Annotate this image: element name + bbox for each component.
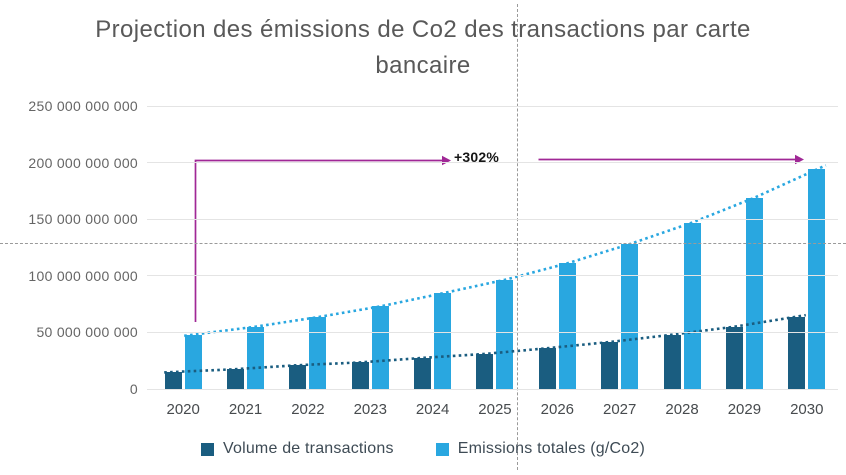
bar-group-2020: [152, 106, 214, 389]
bar-group-2021: [214, 106, 276, 389]
legend-item-emissions[interactable]: Emissions totales (g/Co2): [435, 440, 646, 458]
bar-volume-2023[interactable]: [351, 362, 369, 389]
bar-volume-2021[interactable]: [227, 369, 245, 389]
bar-emissions-2021[interactable]: [247, 326, 265, 389]
bar-volume-2022[interactable]: [289, 365, 307, 389]
bar-emissions-2027[interactable]: [621, 244, 639, 389]
bar-volume-2029[interactable]: [725, 326, 743, 389]
bar-emissions-2023[interactable]: [371, 306, 389, 389]
gridline: [147, 388, 838, 390]
x-axis-label: 2025: [478, 401, 512, 418]
legend-item-volume[interactable]: Volume de transactions: [200, 440, 394, 458]
y-axis-label: 100 000 000 000: [28, 267, 138, 284]
bar-volume-2025[interactable]: [476, 353, 494, 389]
bar-emissions-2026[interactable]: [558, 263, 576, 389]
bar-emissions-2030[interactable]: [808, 169, 826, 389]
bar-group-2030: [776, 106, 838, 389]
x-axis-label: 2030: [790, 401, 824, 418]
x-axis-label: 2026: [540, 401, 575, 418]
x-axis-label: 2027: [603, 401, 637, 418]
legend-swatch-emissions-icon: [435, 442, 449, 456]
x-axis-label: 2023: [353, 401, 387, 418]
bar-emissions-2020[interactable]: [184, 334, 202, 389]
x-axis-label: 2029: [727, 401, 762, 418]
bar-emissions-2029[interactable]: [745, 197, 763, 389]
x-axis-label: 2024: [415, 401, 450, 418]
bar-emissions-2024[interactable]: [434, 293, 452, 389]
y-axis-label: 150 000 000 000: [28, 211, 138, 228]
gridline: [147, 331, 838, 333]
bar-group-2028: [651, 106, 713, 389]
bar-group-2023: [339, 106, 401, 389]
y-axis-label: 250 000 000 000: [28, 98, 138, 114]
chart-title: Projection des émissions de Co2 des tran…: [95, 16, 751, 79]
y-axis-label: 50 000 000 000: [36, 324, 138, 341]
bar-volume-2030[interactable]: [788, 316, 806, 389]
bar-volume-2020[interactable]: [164, 372, 182, 389]
bar-volume-2026[interactable]: [538, 348, 556, 389]
bar-emissions-2022[interactable]: [309, 317, 327, 389]
gridline: [147, 162, 838, 164]
bar-group-2026: [526, 106, 588, 389]
x-axis: 2020 2021 2022 2023 2024 2025 2026 2027 2028 2029…: [152, 401, 838, 418]
bar-group-2022: [277, 106, 339, 389]
legend-label-emissions: Emissions totales (g/Co2): [457, 440, 646, 457]
legend-label-volume: Volume de transactions: [222, 440, 394, 457]
gridline: [147, 218, 838, 220]
legend-swatch-volume-icon: [200, 442, 214, 456]
x-axis-label: 2028: [665, 401, 699, 418]
x-axis-label: 2020: [166, 401, 200, 418]
bar-volume-2027[interactable]: [601, 342, 619, 389]
bar-emissions-2025[interactable]: [496, 279, 514, 389]
growth-annotation: +302%: [454, 149, 499, 165]
x-axis-label: 2021: [228, 401, 263, 418]
gridline: [147, 105, 838, 107]
crosshair-vertical-line: [517, 4, 518, 470]
bar-volume-2024[interactable]: [414, 357, 432, 389]
gridline: [147, 275, 838, 277]
y-axis-label: 0: [129, 381, 138, 397]
bar-group-2029: [713, 106, 775, 389]
bar-group-2027: [589, 106, 651, 389]
x-axis-label: 2022: [291, 401, 325, 418]
bar-volume-2028[interactable]: [663, 334, 681, 389]
legend: Volume de transactions Emissions totales…: [0, 440, 846, 458]
bar-emissions-2028[interactable]: [683, 222, 701, 389]
crosshair-horizontal-line: [0, 243, 846, 244]
y-axis-label: 200 000 000 000: [28, 154, 138, 171]
